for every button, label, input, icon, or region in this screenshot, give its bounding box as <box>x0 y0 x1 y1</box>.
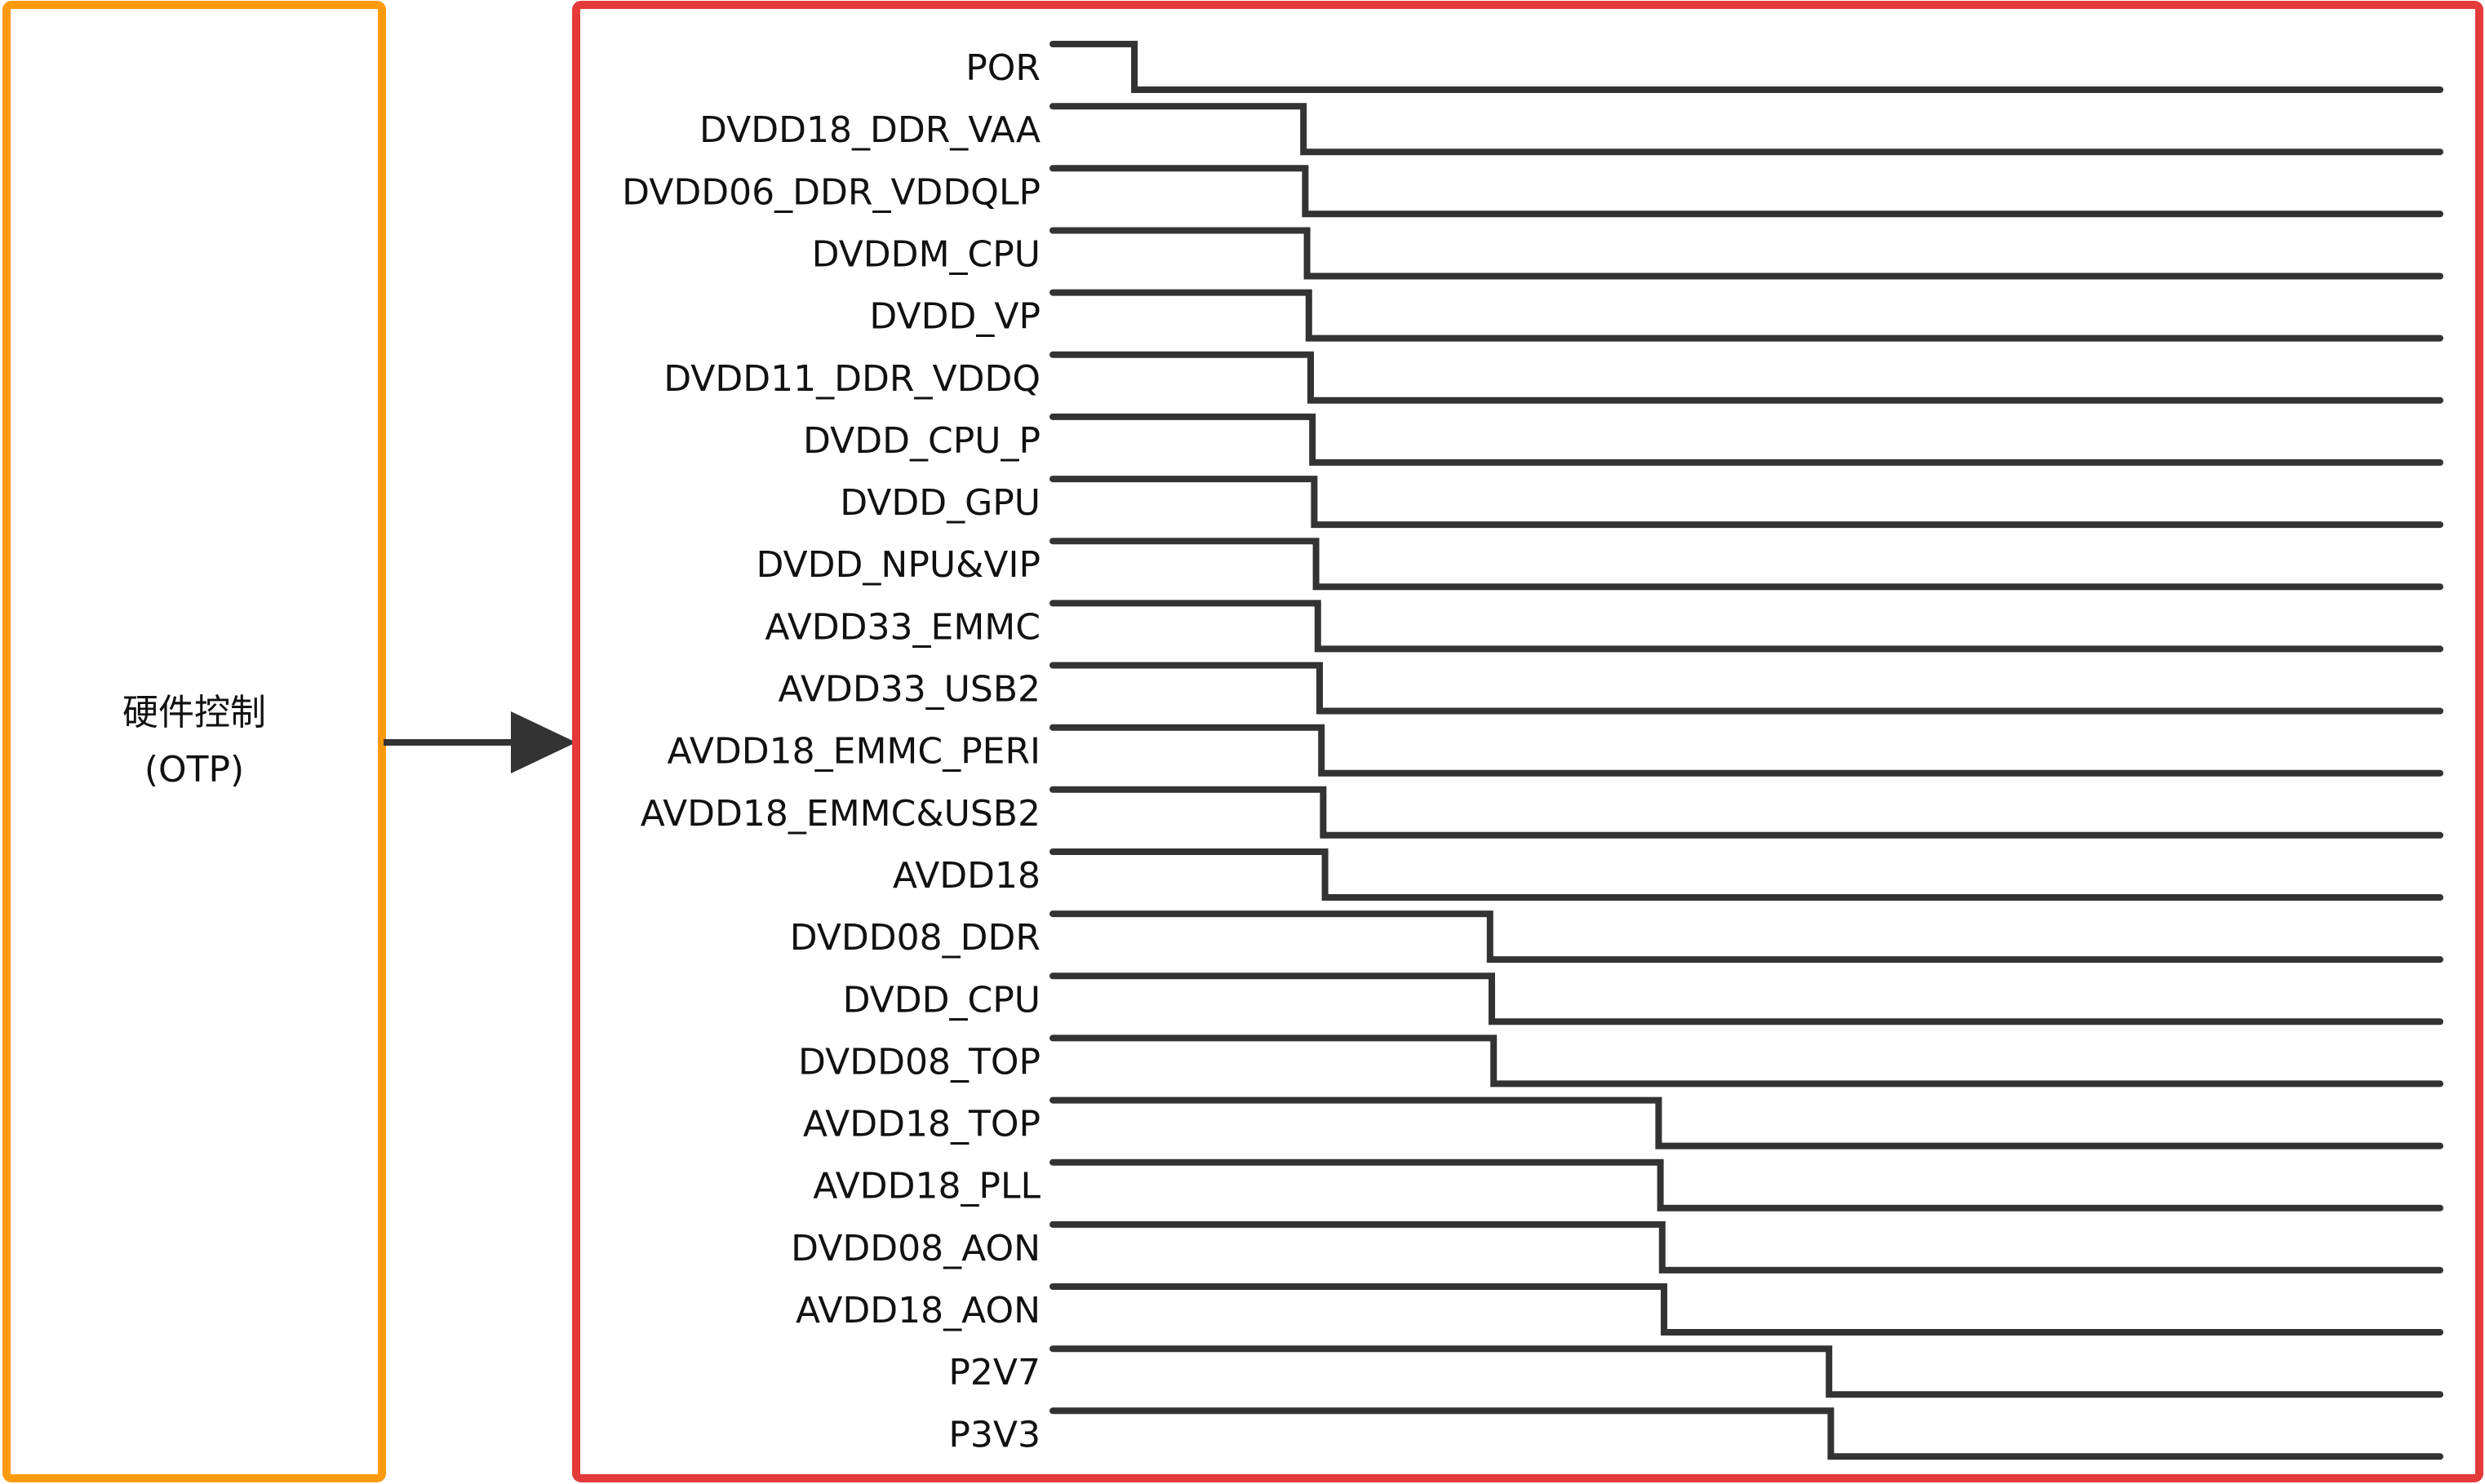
signal-waveform <box>1049 103 2443 156</box>
signal-label: P3V3 <box>948 1414 1041 1455</box>
signal-label: DVDD_NPU&VIP <box>756 544 1041 586</box>
signal-waveform <box>1049 724 2443 777</box>
signal-label: AVDD18_EMMC&USB2 <box>641 793 1041 835</box>
signal-label: DVDD06_DDR_VDDQLP <box>622 171 1041 213</box>
otp-controller-subtitle: (OTP) <box>144 749 244 791</box>
signal-waveform <box>1049 848 2443 901</box>
signal-label: AVDD18_PLL <box>813 1166 1041 1207</box>
signal-waveform <box>1049 1407 2443 1460</box>
signal-waveform <box>1049 476 2443 529</box>
signal-waveform <box>1049 351 2443 404</box>
signal-waveforms: POR DVDD18_DDR_VAA DVDD06_DDR_VDDQLP DVDDM_… <box>622 41 2443 1460</box>
signal-label: AVDD18_EMMC_PERI <box>668 731 1041 773</box>
signal-waveform <box>1049 41 2443 93</box>
signal-waveform <box>1049 1158 2443 1212</box>
signal-waveform <box>1049 538 2443 591</box>
signal-waveform <box>1049 910 2443 963</box>
signal-label: DVDD_CPU <box>843 979 1041 1021</box>
signal-waveform <box>1049 1096 2443 1150</box>
signal-label: DVDD_CPU_P <box>803 420 1041 462</box>
signal-label: AVDD33_USB2 <box>779 669 1041 711</box>
signal-waveform <box>1049 1034 2443 1088</box>
signal-label: DVDD08_AON <box>791 1228 1041 1269</box>
signal-waveform <box>1049 227 2443 280</box>
signal-label: DVDD_GPU <box>840 482 1041 524</box>
signal-label: DVDDM_CPU <box>812 234 1041 276</box>
power-sequence-box <box>572 1 2483 1482</box>
signal-waveform <box>1049 786 2443 839</box>
signal-label: DVDD08_DDR <box>790 917 1041 959</box>
signal-waveform <box>1049 413 2443 466</box>
signal-waveform <box>1049 1220 2443 1274</box>
signal-label: DVDD_VP <box>869 296 1041 338</box>
signal-waveform <box>1049 289 2443 342</box>
signal-label: DVDD08_TOP <box>798 1041 1041 1083</box>
signal-waveform <box>1049 165 2443 218</box>
signal-waveform <box>1049 972 2443 1026</box>
signal-label: POR <box>965 47 1041 89</box>
signal-label: AVDD18 <box>893 855 1041 897</box>
signal-label: AVDD33_EMMC <box>765 606 1041 648</box>
signal-label: P2V7 <box>948 1352 1041 1393</box>
signal-label: DVDD11_DDR_VDDQ <box>663 358 1041 400</box>
signal-waveform <box>1049 662 2443 715</box>
signal-waveform <box>1049 1345 2443 1398</box>
otp-controller-title: 硬件控制 <box>122 692 266 733</box>
signal-waveform <box>1049 600 2443 653</box>
otp-controller-box <box>2 1 386 1482</box>
signal-label: AVDD18_TOP <box>803 1104 1041 1145</box>
signal-label: AVDD18_AON <box>796 1290 1041 1331</box>
signal-waveform <box>1049 1283 2443 1336</box>
control-arrow-head <box>511 711 576 773</box>
signal-label: DVDD18_DDR_VAA <box>699 109 1041 151</box>
